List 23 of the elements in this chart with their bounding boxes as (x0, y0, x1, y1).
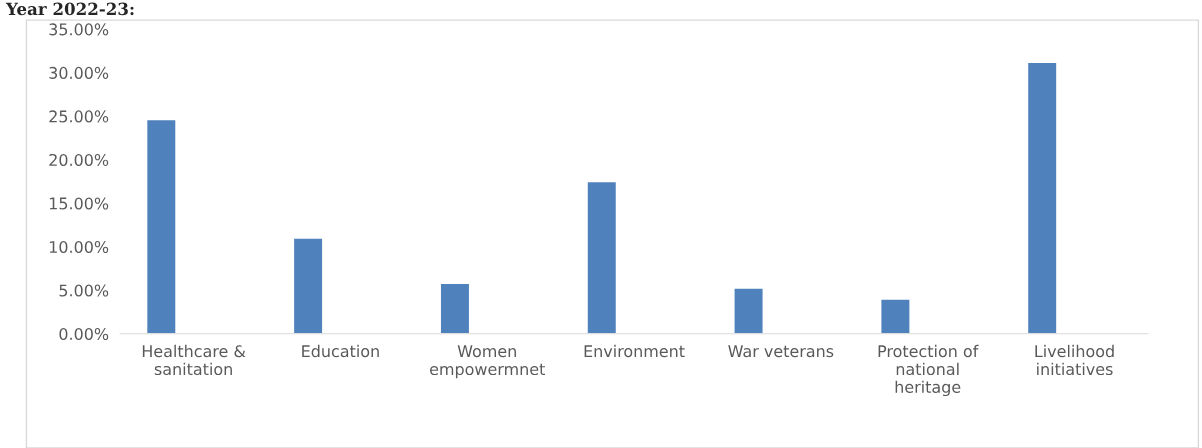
bar (1026, 61, 1058, 334)
chart-title: Year 2022-23: (5, 2, 134, 16)
y-tick-label: 35.00% (49, 23, 109, 36)
bar (145, 118, 177, 334)
x-tick-label: War veterans (728, 345, 834, 358)
y-tick-label: 25.00% (49, 110, 109, 123)
bar (880, 298, 911, 334)
y-tick-label: 15.00% (49, 197, 109, 210)
x-tick-label: Environment (584, 344, 685, 358)
bar (439, 282, 471, 334)
y-tick-label: 0.00% (59, 327, 109, 341)
y-tick-label: 5.00% (59, 284, 109, 297)
x-tick-label: Education (302, 344, 379, 358)
bar (292, 237, 324, 334)
y-tick-label: 20.00% (49, 153, 109, 166)
x-tick-label: Women empowermnet (430, 345, 545, 379)
x-tick-label: Healthcare & sanitation (142, 344, 246, 376)
x-tick-label: Protection of national heritage (878, 344, 979, 397)
x-tick-label: Livelihood initiatives (1035, 344, 1114, 376)
y-tick-label: 10.00% (49, 240, 109, 254)
bar (586, 180, 618, 334)
y-tick-label: 30.00% (49, 66, 109, 79)
bar (733, 287, 764, 334)
